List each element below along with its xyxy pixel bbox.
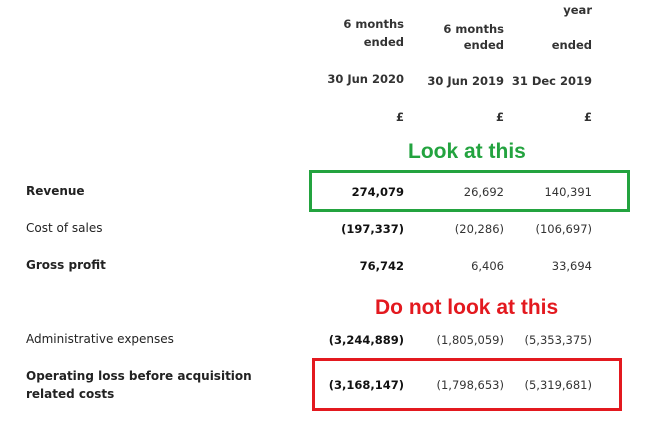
cell-year-2019: (5,353,375)	[524, 333, 592, 347]
cell-year-2019: 33,694	[551, 259, 592, 273]
green-highlight-box	[309, 170, 630, 212]
cell-6m-2019: (1,798,653)	[436, 378, 504, 392]
cell-6m-2020: (3,244,889)	[328, 333, 404, 347]
row-label: Cost of sales	[26, 221, 103, 235]
cell-6m-2020: 274,079	[351, 185, 404, 199]
cell-year-2019: 140,391	[544, 185, 592, 199]
row-label-line1: Operating loss before acquisition	[26, 369, 252, 383]
cell-year-2019: (5,319,681)	[524, 378, 592, 392]
header-line2: ended	[551, 38, 592, 52]
annotation-look: Look at this	[408, 140, 526, 163]
cell-year-2019: (106,697)	[535, 222, 592, 236]
cell-6m-2020: 76,742	[359, 259, 404, 273]
header-line1: 6 months	[443, 22, 504, 36]
cell-6m-2020: (3,168,147)	[328, 378, 404, 392]
header-date: 30 Jun 2019	[427, 74, 504, 88]
header-currency: £	[583, 110, 592, 124]
cell-6m-2020: (197,337)	[341, 222, 404, 236]
cell-6m-2019: 26,692	[463, 185, 504, 199]
row-label: Revenue	[26, 184, 85, 198]
cell-6m-2019: (20,286)	[454, 222, 504, 236]
header-currency: £	[395, 110, 404, 124]
annotation-dont-look: Do not look at this	[375, 296, 559, 319]
row-label: Administrative expenses	[26, 332, 174, 346]
red-highlight-box	[312, 358, 622, 411]
header-currency: £	[495, 110, 504, 124]
header-date: 30 Jun 2020	[327, 72, 404, 86]
header-line1: year	[563, 3, 592, 17]
cell-6m-2019: (1,805,059)	[436, 333, 504, 347]
header-date: 31 Dec 2019	[511, 74, 592, 88]
header-line2: ended	[363, 35, 404, 49]
header-line1: 6 months	[343, 17, 404, 31]
header-line2: ended	[463, 38, 504, 52]
cell-6m-2019: 6,406	[471, 259, 504, 273]
row-label-line2: related costs	[26, 387, 115, 401]
row-label: Gross profit	[26, 258, 106, 272]
